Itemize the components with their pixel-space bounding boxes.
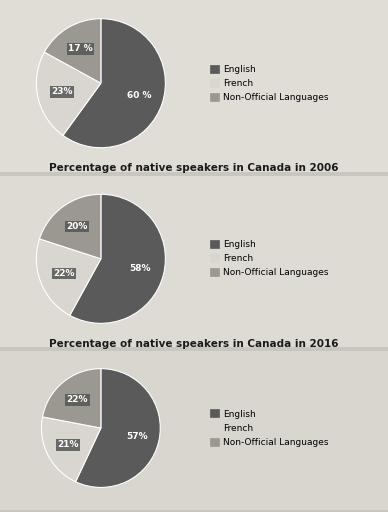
Wedge shape <box>36 52 101 135</box>
Text: 60 %: 60 % <box>126 91 151 100</box>
Legend: English, French, Non-Official Languages: English, French, Non-Official Languages <box>208 239 330 279</box>
Text: 23%: 23% <box>51 88 73 96</box>
Text: 21%: 21% <box>57 440 79 449</box>
Wedge shape <box>44 18 101 83</box>
Wedge shape <box>36 239 101 315</box>
Text: 17 %: 17 % <box>68 44 93 53</box>
Text: 20%: 20% <box>67 222 88 231</box>
Wedge shape <box>40 194 101 259</box>
Text: 57%: 57% <box>126 432 147 440</box>
Wedge shape <box>63 18 165 147</box>
Wedge shape <box>70 194 165 323</box>
Title: Percentage of native speakers in Canada in 2016: Percentage of native speakers in Canada … <box>49 339 339 349</box>
Title: Percentage of native speakers in Canada in 2006: Percentage of native speakers in Canada … <box>49 163 339 174</box>
Text: 22%: 22% <box>67 395 88 404</box>
Legend: English, French, Non-Official Languages: English, French, Non-Official Languages <box>208 408 330 449</box>
Wedge shape <box>43 369 101 428</box>
Wedge shape <box>76 369 160 487</box>
Text: 22%: 22% <box>53 269 74 278</box>
Wedge shape <box>42 417 101 482</box>
Legend: English, French, Non-Official Languages: English, French, Non-Official Languages <box>208 63 330 103</box>
Text: 58%: 58% <box>129 264 151 273</box>
